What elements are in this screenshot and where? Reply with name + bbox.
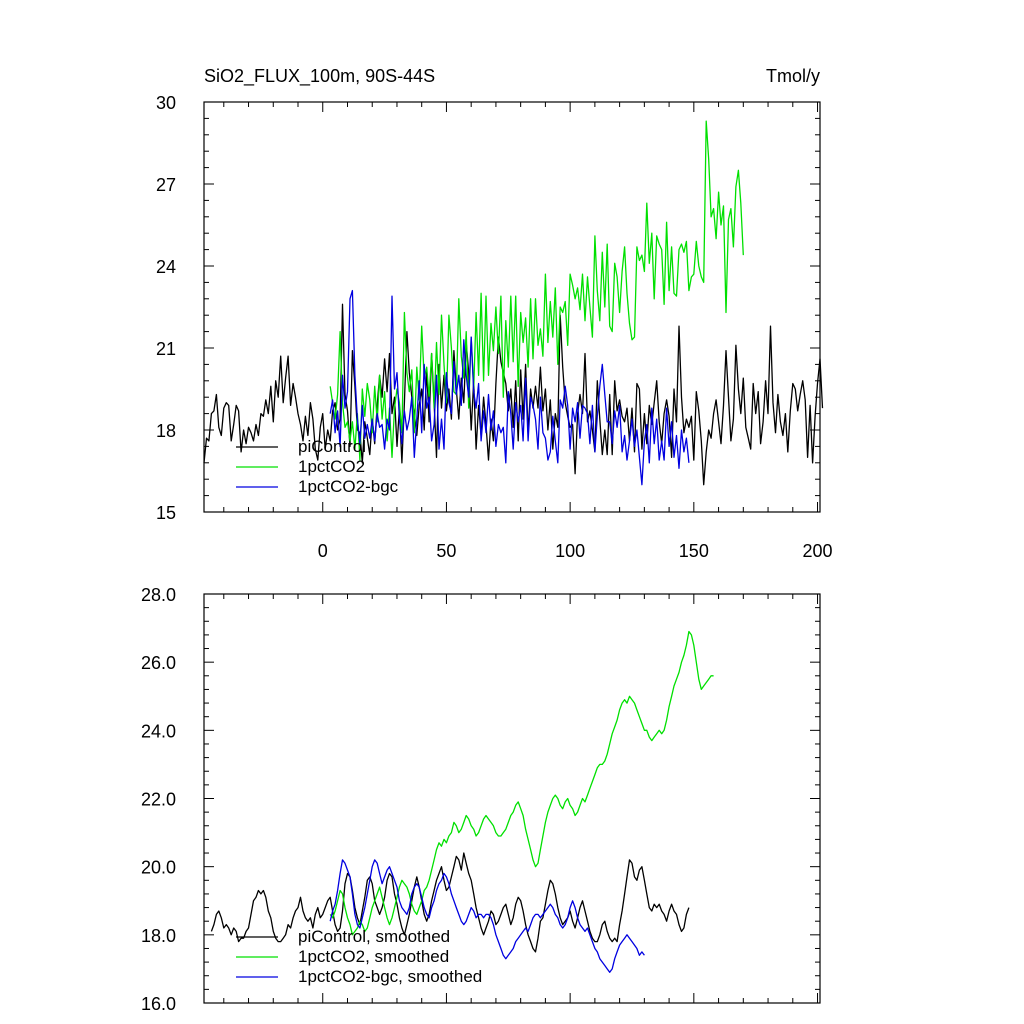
bottom-legend-label: piControl, smoothed — [298, 927, 450, 946]
top-axis-labels: 15 18 21 24 27 30 0 50 100 150 200 — [156, 93, 833, 561]
top-series-line-2 — [329, 289, 690, 486]
bottom-series-line-1 — [329, 630, 714, 936]
bottom-series — [210, 630, 714, 973]
bottom-series-line-0 — [210, 852, 690, 953]
y-tick-label: 27 — [156, 175, 176, 195]
x-tick-label: 50 — [436, 541, 456, 561]
y-tick-label: 26.0 — [141, 653, 176, 673]
y-tick-label: 30 — [156, 93, 176, 113]
x-tick-label: 0 — [318, 541, 328, 561]
top-plot-frame — [203, 101, 821, 513]
y-tick-label: 24.0 — [141, 721, 176, 741]
top-legend-label: 1pctCO2-bgc — [298, 477, 399, 496]
bottom-legend-label: 1pctCO2-bgc, smoothed — [298, 967, 482, 986]
y-tick-label: 20.0 — [141, 858, 176, 878]
y-tick-label: 24 — [156, 257, 176, 277]
top-legend-label: piControl — [298, 437, 366, 456]
figure-title: SiO2_FLUX_100m, 90S-44S — [204, 66, 435, 87]
y-tick-label: 16.0 — [141, 994, 176, 1014]
y-tick-label: 18 — [156, 421, 176, 441]
y-tick-label: 28.0 — [141, 585, 176, 605]
y-tick-label: 22.0 — [141, 790, 176, 810]
bottom-legend-label: 1pctCO2, smoothed — [298, 947, 449, 966]
y-tick-label: 18.0 — [141, 926, 176, 946]
top-legend-label: 1pctCO2 — [298, 457, 365, 476]
top-series-line-0 — [203, 303, 824, 486]
top-series — [203, 120, 824, 486]
x-tick-label: 100 — [555, 541, 585, 561]
top-grid-ticks — [204, 101, 820, 513]
figure-units: Tmol/y — [766, 66, 820, 86]
y-tick-label: 15 — [156, 503, 176, 523]
bottom-panel: 16.0 18.0 20.0 22.0 24.0 26.0 28.0 piControl, … — [141, 585, 821, 1014]
bottom-series-line-2 — [329, 859, 645, 973]
x-tick-label: 200 — [803, 541, 833, 561]
bottom-axis-labels: 16.0 18.0 20.0 22.0 24.0 26.0 28.0 — [141, 585, 176, 1014]
bottom-grid-ticks — [204, 593, 820, 1004]
bottom-plot-frame — [203, 593, 821, 1004]
y-tick-label: 21 — [156, 339, 176, 359]
x-tick-label: 150 — [679, 541, 709, 561]
